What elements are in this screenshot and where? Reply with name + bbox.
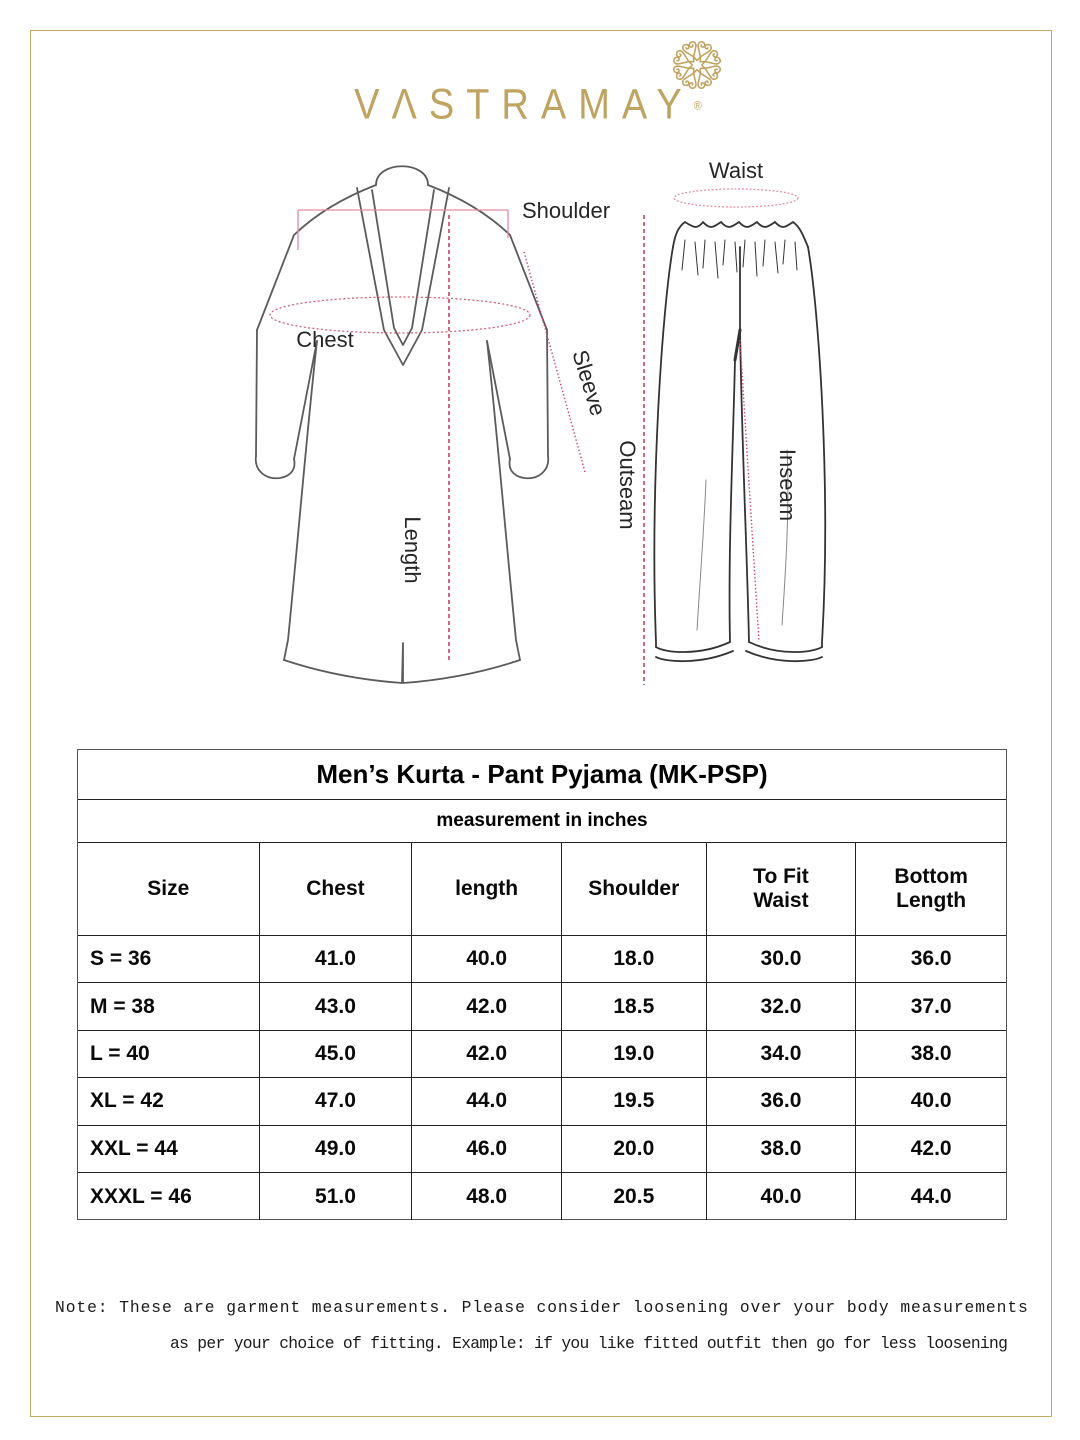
svg-text:Waist: Waist	[709, 158, 763, 183]
svg-text:Inseam: Inseam	[775, 449, 800, 521]
